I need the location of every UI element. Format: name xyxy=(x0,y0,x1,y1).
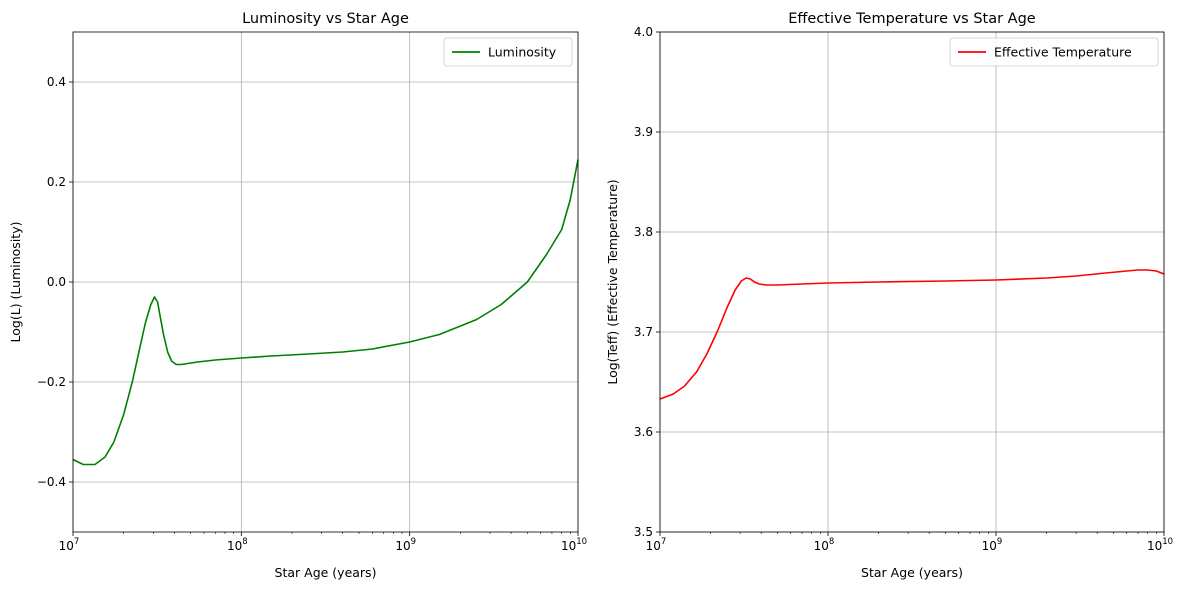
x-tick-exponent: 9 xyxy=(997,537,1002,547)
x-tick-base: 10 xyxy=(982,539,997,553)
x-tick-exponent: 9 xyxy=(411,537,416,547)
x-tick-label: 1010 xyxy=(561,537,587,553)
temperature-chart: 107 108 109 10103.53.63.73.83.94.0Effective… xyxy=(605,11,1173,580)
x-tick-base: 10 xyxy=(814,539,829,553)
y-tick-label: 3.5 xyxy=(634,525,653,539)
x-tick-label: 109 xyxy=(982,537,1003,553)
chart-title: Effective Temperature vs Star Age xyxy=(788,11,1036,27)
x-tick-exponent: 7 xyxy=(74,537,79,547)
y-tick-label: −0.2 xyxy=(37,375,66,389)
x-axis-label: Star Age (years) xyxy=(275,565,377,580)
y-tick-label: 3.9 xyxy=(634,125,653,139)
x-tick-label: 107 xyxy=(59,537,80,553)
legend-label: Luminosity xyxy=(488,45,557,60)
y-axis-label: Log(L) (Luminosity) xyxy=(8,222,23,343)
y-tick-label: 3.7 xyxy=(634,325,653,339)
legend: Luminosity xyxy=(443,37,573,67)
legend: Effective Temperature xyxy=(949,37,1159,67)
x-tick-base: 10 xyxy=(646,539,661,553)
series-line xyxy=(659,269,1165,400)
x-tick-exponent: 10 xyxy=(576,537,587,547)
x-tick-base: 10 xyxy=(227,539,242,553)
y-tick-label: 3.6 xyxy=(634,425,653,439)
y-tick-label: 0.0 xyxy=(47,275,66,289)
y-tick-label: 0.2 xyxy=(47,175,66,189)
luminosity-chart: 107 108 109 1010−0.4−0.20.00.20.4Luminosity… xyxy=(8,11,587,580)
series-line xyxy=(72,159,579,466)
x-tick-base: 10 xyxy=(1147,539,1162,553)
y-axis-label: Log(Teff) (Effective Temperature) xyxy=(605,179,620,384)
y-tick-label: 3.8 xyxy=(634,225,653,239)
x-tick-base: 10 xyxy=(59,539,74,553)
axes-frame xyxy=(659,31,1165,533)
x-tick-exponent: 7 xyxy=(661,537,666,547)
x-axis-label: Star Age (years) xyxy=(861,565,963,580)
x-tick-base: 10 xyxy=(395,539,410,553)
x-tick-label: 108 xyxy=(814,537,835,553)
legend-box xyxy=(949,37,1159,67)
x-tick-label: 108 xyxy=(227,537,248,553)
x-tick-exponent: 8 xyxy=(829,537,834,547)
x-tick-base: 10 xyxy=(561,539,576,553)
chart-title: Luminosity vs Star Age xyxy=(242,11,409,27)
x-tick-label: 109 xyxy=(395,537,416,553)
x-tick-label: 107 xyxy=(646,537,667,553)
x-tick-exponent: 10 xyxy=(1162,537,1173,547)
x-tick-label: 1010 xyxy=(1147,537,1173,553)
y-tick-label: −0.4 xyxy=(37,475,66,489)
y-tick-label: 4.0 xyxy=(634,25,653,39)
x-tick-exponent: 8 xyxy=(242,537,247,547)
legend-box xyxy=(443,37,573,67)
y-tick-label: 0.4 xyxy=(47,75,66,89)
legend-label: Effective Temperature xyxy=(994,45,1132,60)
